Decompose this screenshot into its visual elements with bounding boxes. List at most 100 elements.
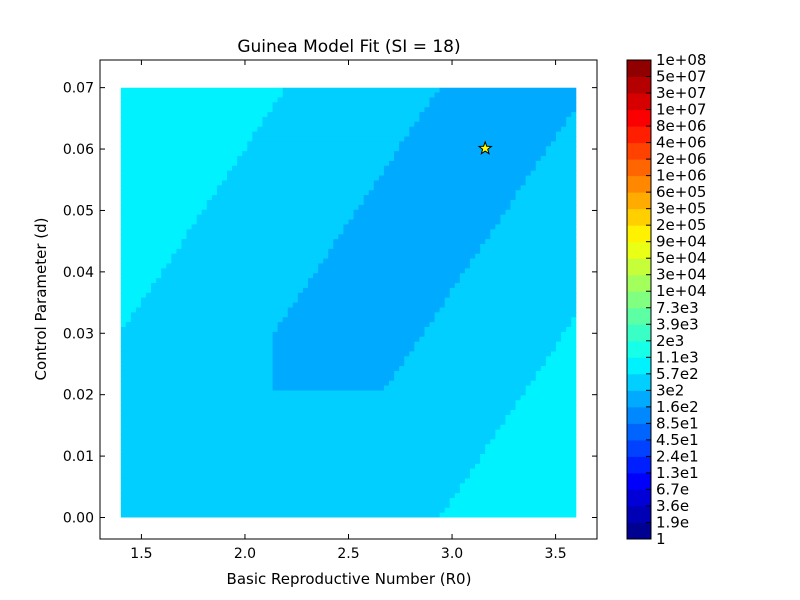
- contour-cell: [120, 273, 162, 279]
- contour-cell: [424, 107, 577, 113]
- contour-cell: [399, 141, 552, 147]
- contour-cell: [505, 419, 577, 426]
- colorbar-band: [627, 60, 651, 78]
- contour-cell: [566, 116, 577, 123]
- x-tick-label: 3.5: [544, 546, 566, 562]
- contour-cell: [419, 336, 562, 343]
- contour-cell: [221, 180, 375, 186]
- contour-cell: [161, 273, 314, 279]
- contour-cell: [550, 351, 577, 357]
- contour-cell: [120, 361, 274, 367]
- contour-cell: [120, 278, 157, 284]
- colorbar-tick-label: 1: [656, 530, 666, 548]
- contour-cell: [566, 327, 577, 333]
- contour-cell: [272, 107, 426, 113]
- colorbar-band: [627, 324, 651, 342]
- contour-cell: [166, 263, 319, 269]
- contour-cell: [151, 283, 309, 289]
- contour-cell: [120, 180, 223, 186]
- contour-cell: [571, 322, 577, 328]
- contour-cell: [439, 512, 577, 518]
- contour-cell: [561, 336, 577, 343]
- contour-cell: [571, 317, 577, 323]
- contour-cell: [444, 507, 577, 514]
- contour-cell: [500, 214, 577, 221]
- contour-cell: [515, 190, 577, 196]
- contour-cell: [480, 243, 577, 250]
- y-tick-label: 0.04: [63, 265, 94, 281]
- contour-cell: [475, 463, 577, 470]
- contour-cell: [120, 243, 183, 250]
- contour-cell: [556, 131, 577, 138]
- contour-cell: [120, 219, 198, 226]
- contour-cell: [120, 87, 284, 94]
- contour-cell: [120, 97, 279, 103]
- contour-cell: [429, 97, 577, 103]
- x-tick-label: 3.0: [441, 546, 463, 562]
- colorbar-band: [627, 225, 651, 243]
- contour-cell: [196, 219, 350, 226]
- colorbar-band: [627, 76, 651, 94]
- contour-cell: [383, 385, 527, 392]
- contour-cell: [383, 165, 537, 172]
- contour-cell: [206, 204, 360, 211]
- contour-cell: [120, 502, 451, 509]
- colorbar: 11.9e3.6e6.7e1.3e12.4e14.5e18.5e11.6e23e…: [626, 51, 706, 548]
- contour-cell: [171, 258, 324, 265]
- contour-cell: [227, 175, 380, 182]
- contour-cell: [120, 336, 274, 343]
- x-axis: 1.5 2.0 2.5 3.0 3.5: [130, 60, 567, 562]
- plot-area: [120, 87, 577, 518]
- contour-cell: [130, 317, 284, 323]
- contour-cell: [520, 185, 577, 191]
- contour-cell: [373, 180, 527, 186]
- contour-cell: [515, 195, 577, 201]
- contour-cell: [302, 287, 451, 294]
- contour-cell: [120, 366, 274, 372]
- y-tick-label: 0.01: [63, 449, 94, 465]
- contour-cell: [247, 146, 400, 152]
- contour-cell: [120, 346, 274, 353]
- contour-cell: [495, 429, 577, 436]
- contour-cell: [120, 131, 253, 138]
- contour-cell: [120, 112, 269, 118]
- contour-cell: [120, 478, 466, 484]
- contour-cell: [480, 458, 577, 465]
- contour-cell: [545, 356, 577, 362]
- colorbar-band: [627, 423, 651, 441]
- contour-cell: [510, 204, 577, 211]
- contour-cell: [120, 331, 274, 338]
- contour-cell: [469, 263, 577, 269]
- x-axis-label: Basic Reproductive Number (R0): [227, 570, 472, 588]
- contour-cell: [272, 336, 420, 343]
- contour-cell: [439, 87, 577, 94]
- contour-cell: [120, 405, 517, 411]
- contour-cell: [120, 258, 172, 265]
- contour-cell: [120, 92, 284, 98]
- contour-cell: [272, 346, 415, 353]
- contour-cell: [459, 483, 577, 489]
- contour-cell: [120, 410, 512, 416]
- contour-cell: [505, 209, 577, 216]
- contour-cell: [308, 278, 461, 284]
- colorbar-band: [627, 340, 651, 358]
- colorbar-tick-label: 3e+04: [656, 266, 706, 284]
- contour-cell: [449, 292, 577, 299]
- contour-cell: [272, 351, 410, 357]
- contour-cell: [545, 361, 577, 367]
- y-axis: 0.00 0.01 0.02 0.03 0.04 0.05 0.06 0.07: [63, 81, 597, 527]
- contour-cell: [181, 243, 334, 250]
- colorbar-tick-label: 6.7e: [656, 480, 689, 498]
- contour-cell: [394, 156, 542, 162]
- colorbar-tick-label: 6e+05: [656, 183, 706, 201]
- colorbar-tick-label: 2e3: [656, 332, 684, 350]
- colorbar-tick-label: 4.5e1: [656, 431, 699, 449]
- colorbar-band: [627, 456, 651, 474]
- contour-cell: [540, 366, 577, 372]
- contour-cell: [297, 297, 446, 304]
- contour-cell: [120, 497, 451, 504]
- contour-cell: [282, 87, 441, 94]
- contour-cell: [262, 121, 415, 128]
- contour-cell: [490, 234, 577, 240]
- contour-cell: [120, 209, 203, 216]
